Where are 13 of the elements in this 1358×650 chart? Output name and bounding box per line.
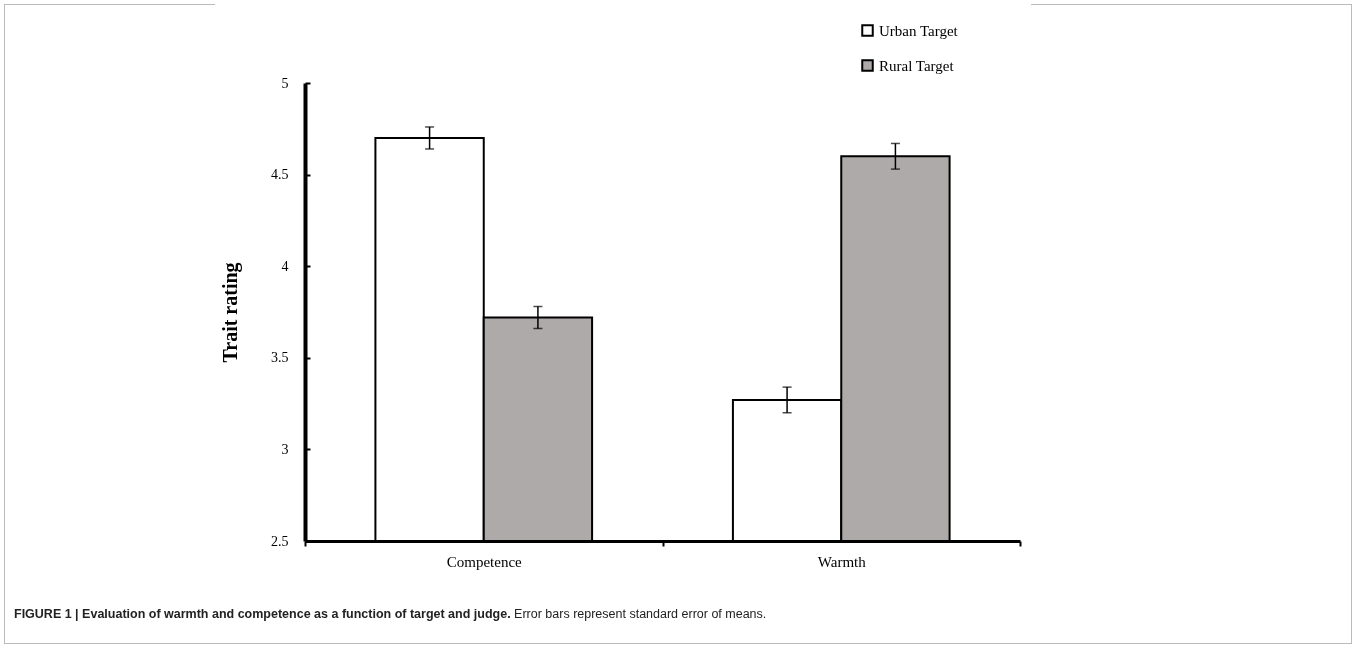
y-tick-label: 4.5 xyxy=(271,167,289,183)
text: FIGURE 1 | Evaluation of warmth and competence as a function of target and judge. xyxy=(14,607,511,621)
legend-label: Rural Target xyxy=(879,57,955,74)
x-tick-label: Competence xyxy=(446,553,523,570)
y-tick-label: 5 xyxy=(281,75,289,91)
x-tick-label: Warmth xyxy=(817,553,867,570)
y-tick-label: 3 xyxy=(281,441,289,457)
legend-label: Urban Target xyxy=(879,22,959,39)
text: Error bars represent standard error of means. xyxy=(514,607,767,621)
y-axis-title: Trait rating xyxy=(219,262,242,363)
y-tick-label: 2.5 xyxy=(271,533,289,549)
y-tick-label: 3.5 xyxy=(271,350,289,366)
y-tick-label: 4 xyxy=(281,258,289,274)
